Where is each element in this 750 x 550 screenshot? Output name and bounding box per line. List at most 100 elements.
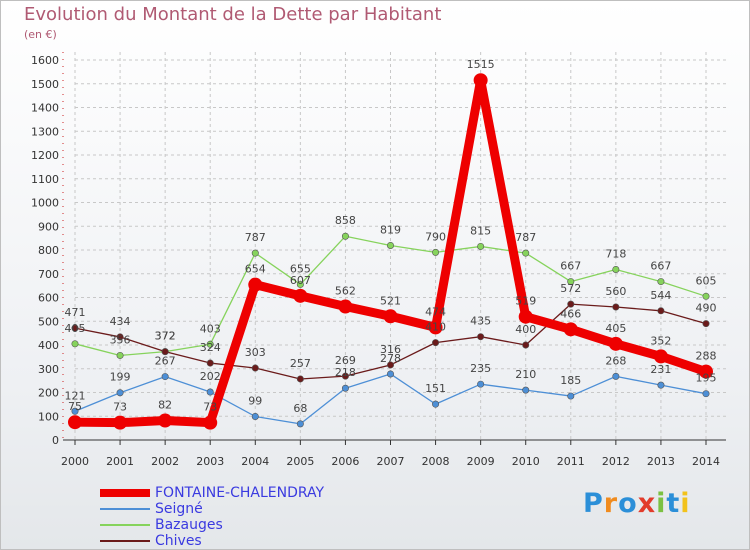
data-label: 75 [68, 400, 82, 413]
data-label: 202 [200, 370, 221, 383]
data-point [338, 299, 353, 314]
x-tick-label: 2013 [647, 455, 675, 468]
data-point [251, 364, 259, 372]
data-label: 654 [245, 263, 266, 276]
data-point [432, 248, 440, 256]
data-label: 400 [515, 323, 536, 336]
legend-swatch [100, 489, 150, 497]
data-label: 218 [335, 366, 356, 379]
y-tick-label: 1300 [31, 125, 59, 138]
y-tick-label: 100 [38, 410, 59, 423]
y-tick-label: 0 [52, 434, 59, 447]
data-label: 434 [110, 315, 131, 328]
x-tick-label: 2005 [286, 455, 314, 468]
y-tick-label: 1200 [31, 149, 59, 162]
data-point [71, 324, 79, 332]
data-label: 372 [155, 330, 176, 343]
data-label: 405 [65, 322, 86, 335]
data-label: 560 [605, 285, 626, 298]
data-label: 372 [155, 330, 176, 343]
data-point [206, 340, 214, 348]
data-point [428, 320, 443, 335]
chart-title: Evolution du Montant de la Dette par Hab… [24, 4, 442, 25]
data-point [206, 359, 214, 367]
data-label: 787 [515, 231, 536, 244]
y-tick-label: 300 [38, 363, 59, 376]
x-tick-label: 2008 [422, 455, 450, 468]
data-label: 73 [113, 401, 127, 414]
data-label: 858 [335, 214, 356, 227]
data-label: 82 [158, 399, 172, 412]
data-point [477, 333, 485, 341]
logo-letter: o [618, 488, 638, 519]
legend-label: Seigné [155, 501, 203, 517]
logo-letter: r [603, 488, 619, 519]
logo-letter: i [680, 488, 691, 519]
data-label: 195 [696, 372, 717, 385]
data-point [567, 278, 575, 286]
x-tick-label: 2012 [602, 455, 630, 468]
y-tick-label: 1400 [31, 102, 59, 115]
y-tick-label: 1500 [31, 78, 59, 91]
data-point [116, 333, 124, 341]
legend-swatch [100, 524, 150, 526]
data-point [161, 373, 169, 381]
data-point [653, 349, 668, 364]
data-label: 268 [605, 354, 626, 367]
data-point [473, 73, 488, 88]
legend-item: Seigné [100, 501, 203, 517]
data-point [657, 307, 665, 315]
data-point [567, 300, 575, 308]
proxiti-logo: Proxiti [583, 488, 691, 519]
data-label: 278 [380, 352, 401, 365]
data-point [116, 389, 124, 397]
data-point [386, 370, 394, 378]
x-tick-label: 2002 [151, 455, 179, 468]
data-point [341, 232, 349, 240]
data-label: 356 [110, 333, 131, 346]
data-label: 471 [65, 306, 86, 319]
logo-letter: i [656, 488, 667, 519]
data-point [203, 415, 218, 430]
x-tick-label: 2000 [61, 455, 89, 468]
data-label: 605 [696, 274, 717, 287]
data-point [251, 412, 259, 420]
data-point [477, 380, 485, 388]
data-point [702, 292, 710, 300]
data-point [386, 361, 394, 369]
x-tick-label: 2001 [106, 455, 134, 468]
y-tick-label: 1100 [31, 173, 59, 186]
data-point [296, 420, 304, 428]
data-point [522, 341, 530, 349]
x-tick-label: 2014 [692, 455, 720, 468]
data-point [699, 364, 713, 379]
data-point [113, 415, 128, 430]
data-label: 269 [335, 354, 356, 367]
y-tick-label: 200 [38, 387, 59, 400]
data-label: 435 [470, 315, 491, 328]
data-label: 99 [248, 394, 262, 407]
data-label: 73 [203, 401, 217, 414]
data-label: 466 [560, 307, 581, 320]
data-point [158, 413, 173, 428]
x-tick-label: 2003 [196, 455, 224, 468]
data-label: 562 [335, 285, 356, 298]
data-point [612, 303, 620, 311]
logo-letter: t [666, 488, 681, 519]
data-point [518, 309, 533, 324]
data-label: 151 [425, 382, 446, 395]
data-label: 352 [650, 334, 671, 347]
x-tick-label: 2007 [377, 455, 405, 468]
data-label: 403 [200, 322, 221, 335]
x-tick-label: 2006 [331, 455, 359, 468]
data-label: 667 [650, 260, 671, 273]
data-label: 199 [110, 371, 131, 384]
data-label: 316 [380, 343, 401, 356]
data-label: 787 [245, 231, 266, 244]
y-tick-label: 700 [38, 268, 59, 281]
y-tick-label: 900 [38, 220, 59, 233]
data-point [68, 415, 82, 430]
data-point [71, 340, 79, 348]
data-label: 815 [470, 224, 491, 237]
